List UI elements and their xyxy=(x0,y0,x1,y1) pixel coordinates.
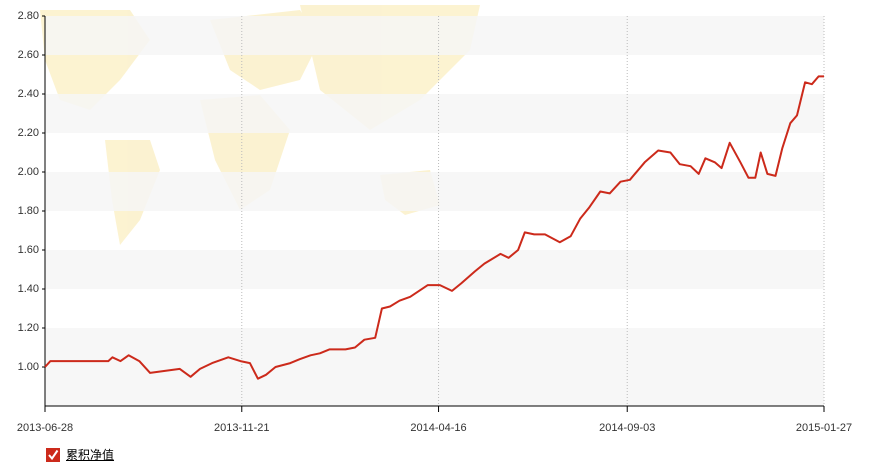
grid-band xyxy=(45,94,824,133)
y-tick-label: 1.40 xyxy=(18,283,39,295)
chart: 1.00 1.20 1.40 1.60 1.80 2.00 2.20 2.40 2.60 2.80… xyxy=(17,5,852,434)
grid-band xyxy=(45,172,824,211)
y-tick-label: 2.80 xyxy=(18,10,39,22)
y-tick-label: 1.60 xyxy=(18,244,39,256)
y-tick-label: 1.00 xyxy=(18,361,39,373)
legend[interactable]: 累积净值 xyxy=(46,446,114,463)
x-tick-label: 2014-09-03 xyxy=(599,422,655,434)
y-tick-label: 2.00 xyxy=(18,166,39,178)
x-tick-label: 2015-01-27 xyxy=(796,422,852,434)
check-icon xyxy=(48,449,59,460)
grid-band xyxy=(45,328,824,367)
y-tick-label: 2.60 xyxy=(18,49,39,61)
y-tick-label: 1.20 xyxy=(18,322,39,334)
series-line xyxy=(44,75,824,380)
legend-label[interactable]: 累积净值 xyxy=(66,448,115,462)
x-tick-label: 2014-04-16 xyxy=(410,422,466,434)
y-tick-label: 1.80 xyxy=(18,205,39,217)
y-tick-label: 2.40 xyxy=(18,88,39,100)
grid-band xyxy=(45,367,824,406)
grid-band xyxy=(45,16,824,55)
grid-band xyxy=(45,250,824,289)
y-tick-label: 2.20 xyxy=(18,127,39,139)
x-tick-label: 2013-11-21 xyxy=(214,422,269,434)
legend-checkbox[interactable] xyxy=(46,447,60,462)
x-tick-label: 2013-06-28 xyxy=(17,422,73,434)
